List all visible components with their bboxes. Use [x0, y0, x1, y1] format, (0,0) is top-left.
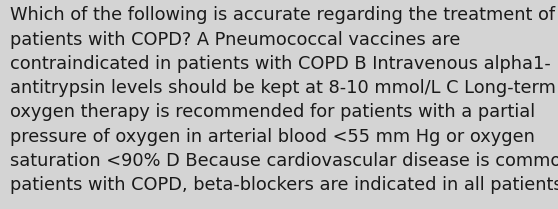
Text: Which of the following is accurate regarding the treatment of
patients with COPD: Which of the following is accurate regar… [10, 6, 558, 194]
